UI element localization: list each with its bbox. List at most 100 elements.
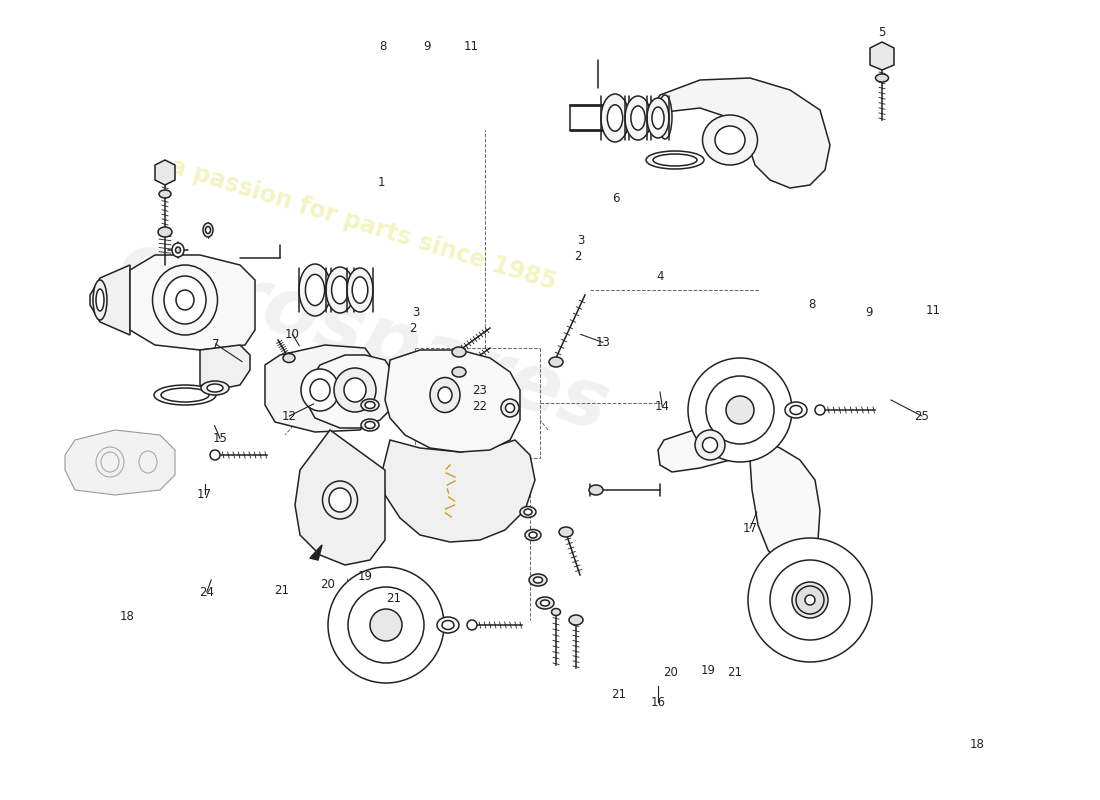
Ellipse shape [790,406,802,414]
Ellipse shape [365,422,375,429]
Text: 6: 6 [613,192,619,205]
Text: a passion for parts since 1985: a passion for parts since 1985 [167,154,559,294]
Polygon shape [200,345,250,390]
Text: 22: 22 [472,400,487,413]
Ellipse shape [536,597,554,609]
Circle shape [328,567,444,683]
Ellipse shape [283,354,295,362]
Polygon shape [130,255,255,350]
Polygon shape [305,355,395,428]
Text: 10: 10 [285,328,300,341]
Ellipse shape [653,154,697,166]
Ellipse shape [160,190,170,198]
Ellipse shape [94,280,107,320]
Ellipse shape [176,247,180,253]
Text: 25: 25 [914,410,929,422]
Ellipse shape [322,481,358,519]
Ellipse shape [101,452,119,472]
Circle shape [706,376,774,444]
Ellipse shape [529,574,547,586]
Ellipse shape [361,419,379,431]
Ellipse shape [334,368,376,412]
Circle shape [348,587,424,663]
Ellipse shape [96,447,124,477]
Polygon shape [385,350,520,452]
Polygon shape [870,42,894,70]
Circle shape [210,450,220,460]
Ellipse shape [601,94,629,142]
Text: 8: 8 [379,40,386,53]
Ellipse shape [658,95,672,139]
Ellipse shape [153,265,218,335]
Polygon shape [90,265,130,335]
Text: 5: 5 [879,26,886,38]
Ellipse shape [607,105,623,131]
Ellipse shape [703,438,717,453]
Ellipse shape [139,451,157,473]
Ellipse shape [876,74,889,82]
Text: 13: 13 [595,336,610,349]
Ellipse shape [331,276,349,304]
Ellipse shape [652,107,664,129]
Ellipse shape [703,115,758,165]
Polygon shape [650,78,830,188]
Text: 16: 16 [650,696,666,709]
Ellipse shape [715,126,745,154]
Text: 18: 18 [969,738,984,750]
Ellipse shape [452,367,466,377]
Ellipse shape [647,98,669,138]
Circle shape [370,609,402,641]
Ellipse shape [661,105,669,129]
Ellipse shape [569,615,583,625]
Polygon shape [750,440,820,570]
Ellipse shape [310,379,330,401]
Text: 21: 21 [610,688,626,701]
Ellipse shape [344,378,366,402]
Ellipse shape [630,106,645,130]
Text: 11: 11 [463,40,478,53]
Ellipse shape [365,402,375,409]
Text: 4: 4 [657,270,663,282]
Text: 21: 21 [386,592,402,605]
Circle shape [726,396,754,424]
Ellipse shape [559,527,573,537]
Ellipse shape [352,277,367,303]
Text: 12: 12 [282,410,297,422]
Text: 23: 23 [472,384,487,397]
Ellipse shape [549,357,563,367]
Ellipse shape [540,600,550,606]
Text: 2: 2 [409,322,416,334]
Ellipse shape [805,595,815,605]
Text: 2: 2 [574,250,581,262]
Ellipse shape [438,387,452,403]
Text: 24: 24 [199,586,214,598]
Text: 3: 3 [578,234,584,246]
Ellipse shape [158,227,172,237]
Ellipse shape [96,289,104,311]
Ellipse shape [506,403,515,413]
Ellipse shape [534,577,542,583]
Text: 9: 9 [424,40,430,53]
Ellipse shape [176,290,194,310]
Ellipse shape [299,264,331,316]
Ellipse shape [346,268,373,312]
Circle shape [748,538,872,662]
Ellipse shape [164,276,206,324]
Ellipse shape [452,347,466,357]
Ellipse shape [625,96,651,140]
Ellipse shape [442,621,454,630]
Ellipse shape [201,381,229,395]
Text: eurospares: eurospares [108,224,618,448]
Text: 9: 9 [866,306,872,318]
Ellipse shape [329,488,351,512]
Ellipse shape [529,532,537,538]
Text: 21: 21 [274,584,289,597]
Circle shape [792,582,828,618]
Ellipse shape [785,402,807,418]
Ellipse shape [206,226,210,234]
Ellipse shape [520,506,536,518]
Ellipse shape [695,430,725,460]
Ellipse shape [204,223,213,237]
Text: 18: 18 [120,610,135,622]
Text: 19: 19 [358,570,373,582]
